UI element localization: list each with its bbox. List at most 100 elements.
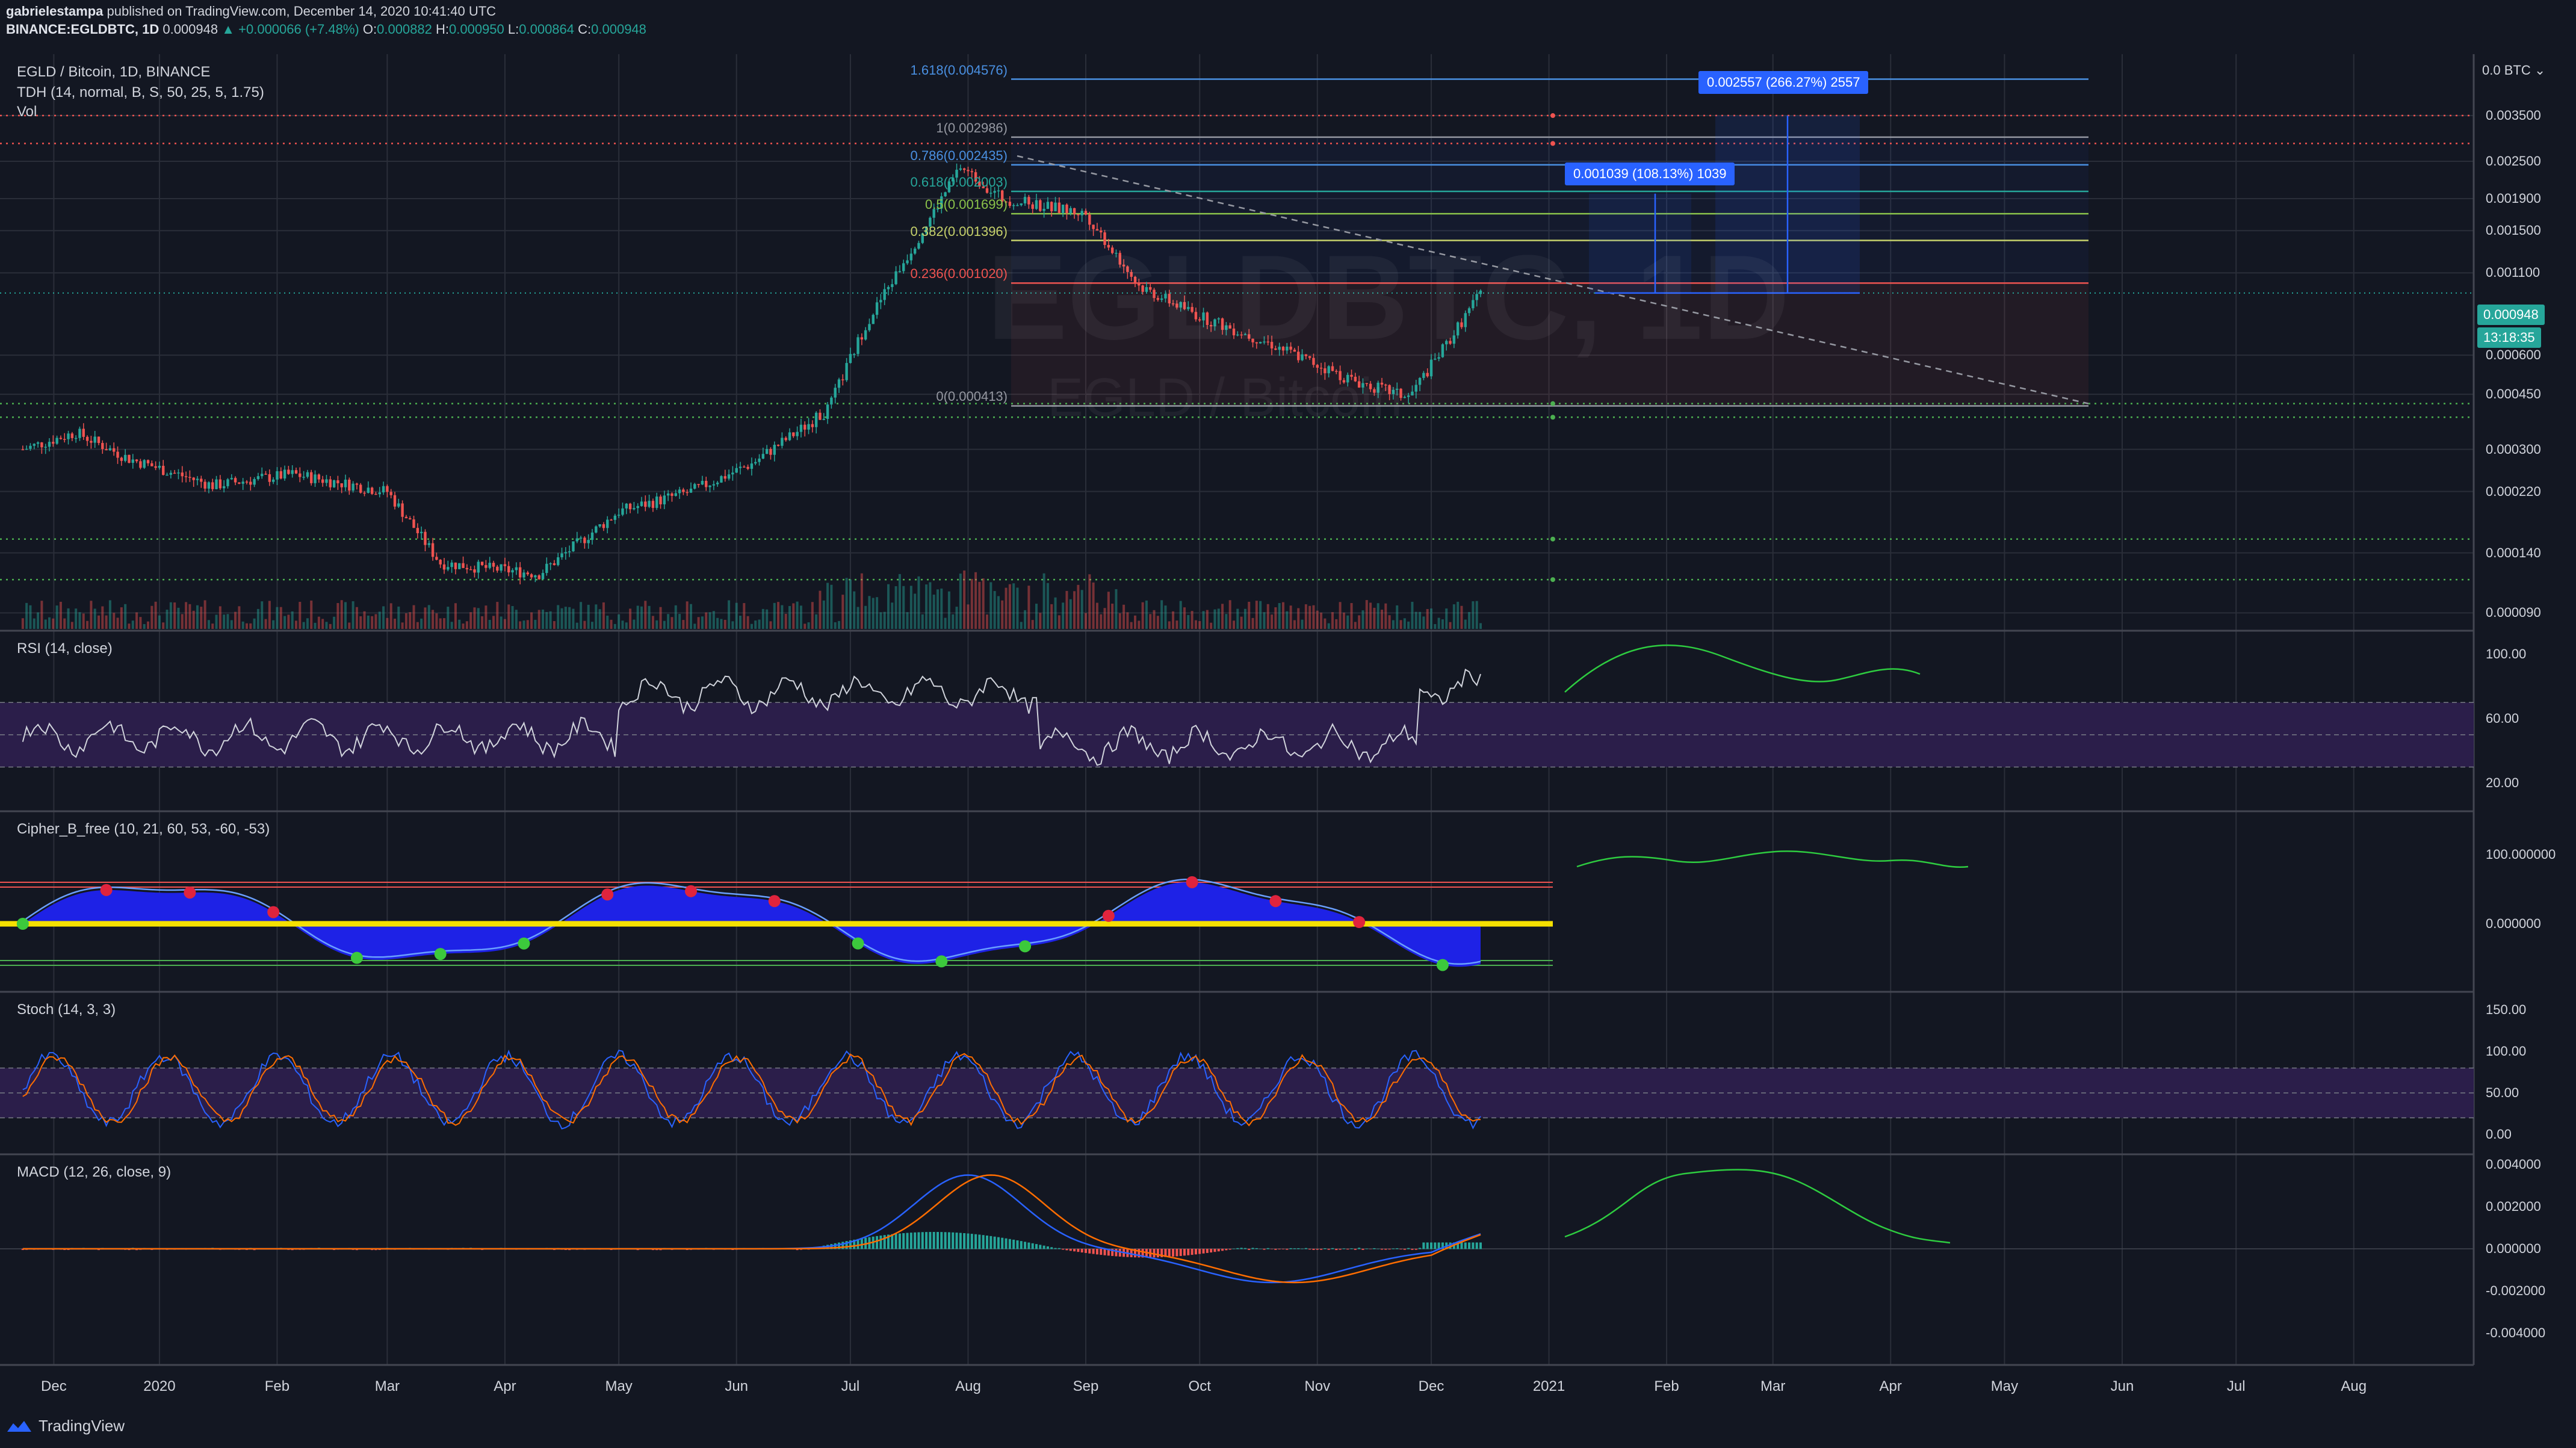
rsi-pane-title[interactable]: RSI (14, close)	[17, 640, 113, 657]
brand-label[interactable]: TradingView	[39, 1417, 125, 1435]
candle-body	[1110, 247, 1114, 253]
candle-body	[173, 472, 176, 474]
macd-histogram-bar	[932, 1232, 935, 1249]
macd-series	[0, 1174, 2474, 1284]
author-name[interactable]: gabrielestampa	[6, 4, 104, 19]
volume-bar	[1228, 600, 1231, 629]
candle-body	[913, 249, 917, 254]
candle-body	[587, 540, 590, 543]
volume-bar	[439, 618, 442, 629]
volume-bar	[1107, 592, 1110, 629]
candle-body	[1118, 253, 1121, 265]
candle-body	[458, 563, 461, 569]
candle-body	[310, 472, 313, 483]
candle-body	[74, 438, 78, 439]
macd-pane-title[interactable]: MACD (12, 26, close, 9)	[17, 1164, 172, 1180]
macd-histogram-bar	[1164, 1249, 1167, 1257]
measure-box-large[interactable]: 0.002557 (266.27%) 2557	[1698, 71, 1869, 94]
macd-histogram-bar	[1190, 1249, 1194, 1255]
volume-bar	[511, 605, 514, 629]
cipher-dot	[1353, 916, 1366, 929]
volume-bar	[200, 607, 203, 629]
candle-body	[336, 480, 339, 484]
stoch-pane-title[interactable]: Stoch (14, 3, 3)	[17, 1001, 116, 1018]
volume-bar	[515, 610, 518, 629]
volume-bar	[283, 616, 286, 629]
volume-bar	[1373, 607, 1376, 629]
macd-histogram-bar	[1312, 1249, 1315, 1250]
macd-histogram-bar	[1479, 1242, 1482, 1249]
candle-body	[962, 168, 966, 170]
volume-bar	[572, 608, 575, 629]
volume-bar	[815, 614, 818, 629]
volume-bar	[781, 605, 784, 629]
macd-histogram-bar	[1027, 1242, 1030, 1249]
candle-body	[1308, 356, 1311, 358]
volume-bar	[1100, 614, 1103, 629]
measure-box-small[interactable]: 0.001039 (108.13%) 1039	[1565, 162, 1735, 185]
last-price: 0.000948	[163, 22, 218, 37]
indicator-tdh-label[interactable]: TDH (14, normal, B, S, 50, 25, 5, 1.75)	[17, 84, 264, 101]
volume-bar	[1403, 618, 1406, 629]
price-axis-label: 0.000220	[2486, 483, 2541, 499]
volume-bar	[1441, 619, 1444, 629]
volume-bar	[1392, 620, 1395, 629]
high-label: H:	[436, 22, 449, 37]
candle-body	[1373, 389, 1376, 393]
cipher-dot	[100, 883, 113, 896]
candle-body	[978, 181, 981, 187]
volume-bar	[1172, 611, 1175, 629]
candle-body	[1057, 202, 1061, 213]
candle-body	[1031, 204, 1034, 209]
macd-histogram-bar	[1046, 1246, 1049, 1249]
macd-histogram-bar	[1115, 1249, 1118, 1257]
candle-body	[1164, 294, 1167, 299]
volume-bar	[883, 611, 886, 629]
candle-body	[302, 477, 305, 478]
horizontal-lines	[0, 113, 2474, 583]
macd-histogram-bar	[1065, 1249, 1068, 1251]
candle-body	[541, 573, 545, 580]
indicator-vol-label[interactable]: Vol	[17, 104, 37, 120]
volume-bar	[363, 611, 366, 629]
candle-body	[113, 448, 116, 452]
cipher-dot	[852, 937, 864, 950]
volume-bar	[967, 604, 970, 629]
volume-bar	[1472, 601, 1475, 629]
candle-body	[1365, 383, 1368, 385]
cipher-dot	[184, 886, 196, 899]
candle-body	[1016, 205, 1019, 206]
volume-bar	[443, 618, 445, 629]
volume-bar	[496, 602, 499, 629]
volume-bar	[256, 608, 259, 629]
macd-histogram-bar	[1031, 1243, 1034, 1249]
candle-body	[784, 438, 787, 441]
candle-body	[1130, 271, 1133, 277]
volume-bar	[1027, 586, 1030, 629]
macd-histogram-bar	[1130, 1249, 1133, 1257]
macd-histogram-bar	[1069, 1249, 1072, 1251]
candle-body	[1225, 325, 1228, 330]
candle-body	[1213, 319, 1216, 327]
fib-retracement	[1011, 78, 2088, 407]
fib-level-label: 0.786(0.002435)	[910, 147, 1008, 163]
volume-bar	[397, 606, 400, 629]
volume-bar	[185, 602, 188, 629]
volume-bar	[105, 615, 108, 629]
candle-body	[568, 551, 571, 552]
volume-bar	[1289, 605, 1292, 629]
cipher-pane-title[interactable]: Cipher_B_free (10, 21, 60, 53, -60, -53)	[17, 821, 270, 837]
macd-histogram-bar	[989, 1236, 992, 1249]
macd-histogram-bar	[1437, 1242, 1440, 1249]
candle-body	[203, 481, 206, 489]
candle-body	[1080, 211, 1083, 215]
main-pane-title[interactable]: EGLD / Bitcoin, 1D, BINANCE	[17, 64, 211, 80]
currency-label: 0.0 BTC ⌄	[2482, 63, 2546, 78]
candle-body	[887, 286, 890, 289]
candle-body	[135, 459, 138, 462]
candle-body	[697, 484, 700, 485]
macd-histogram-bar	[914, 1232, 917, 1249]
candle-body	[849, 354, 852, 364]
fib-level-label: 0.5(0.001699)	[925, 197, 1008, 212]
